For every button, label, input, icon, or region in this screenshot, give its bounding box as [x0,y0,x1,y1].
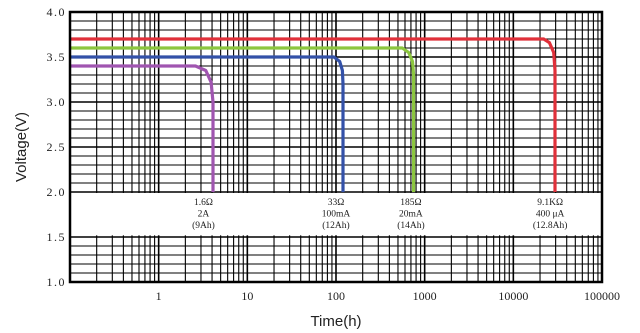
x-tick-label: 1000 [413,289,437,303]
y-tick-label: 2.5 [47,140,67,154]
y-tick-label: 4.0 [47,5,67,19]
series-annotation-line: 1.6Ω [194,198,213,208]
x-tick-label: 100000 [584,289,620,303]
series-annotation-line: 2A [198,210,210,220]
series-annotation-line: 9.1KΩ [537,198,563,208]
series-line-1 [70,37,557,192]
series-line-4 [70,64,215,192]
x-axis-label: Time(h) [310,313,361,330]
series-annotation-line: 100mA [322,210,351,220]
series-annotation-line: (14Ah) [397,220,424,231]
series-annotation-line: 400 μA [536,210,565,220]
y-tick-label: 1.5 [47,230,67,244]
plot-frame [68,10,604,284]
x-tick-label: 1 [156,289,162,303]
y-tick-label: 2.0 [47,185,67,199]
series-annotation-line: (9Ah) [192,220,215,231]
x-tick-label: 10000 [498,289,528,303]
y-axis-label: Voltage(V) [13,112,30,182]
y-tick-label: 3.5 [47,50,67,64]
y-tick-labels: 1.0 1.5 2.0 2.5 3.0 3.5 4.0 [47,5,67,289]
series-annotations: 9.1KΩ 400 μA(12.8Ah) 185Ω 20mA(14Ah) 33Ω 100m… [192,198,567,231]
y-tick-label: 3.0 [47,95,67,109]
series-annotation-line: (12Ah) [322,220,349,231]
x-tick-label: 100 [327,289,345,303]
annotation-band [70,193,602,236]
series-annotation-line: (12.8Ah) [533,220,568,231]
y-tick-label: 1.0 [47,275,67,289]
x-tick-labels: 1 10 100 1000 10000 100000 [156,289,620,303]
series-line-3 [70,55,345,192]
series-line-2 [70,46,416,192]
series-annotation-line: 20mA [399,210,423,220]
series-annotation-line: 185Ω [400,198,421,208]
series-layer [70,37,557,192]
series-annotation-line: 33Ω [328,198,345,208]
x-tick-label: 10 [241,289,253,303]
grid-lines [70,12,602,282]
